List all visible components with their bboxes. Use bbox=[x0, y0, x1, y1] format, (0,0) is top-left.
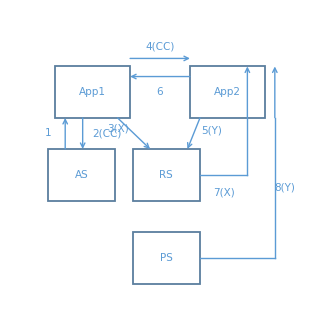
Bar bbox=[55, 66, 130, 118]
Text: 5(Y): 5(Y) bbox=[201, 126, 222, 136]
Bar bbox=[133, 232, 200, 284]
Bar bbox=[48, 149, 115, 201]
Text: 4(CC): 4(CC) bbox=[145, 42, 175, 52]
Bar bbox=[190, 66, 265, 118]
Text: 2(CC): 2(CC) bbox=[93, 128, 122, 138]
Bar bbox=[133, 149, 200, 201]
Text: App1: App1 bbox=[79, 87, 106, 97]
Text: 1: 1 bbox=[44, 128, 51, 138]
Text: PS: PS bbox=[160, 253, 173, 263]
Text: App2: App2 bbox=[214, 87, 241, 97]
Text: 6: 6 bbox=[157, 87, 163, 97]
Text: 7(X): 7(X) bbox=[213, 188, 234, 198]
Text: AS: AS bbox=[75, 170, 88, 180]
Text: 8(Y): 8(Y) bbox=[274, 183, 295, 193]
Text: 3(X): 3(X) bbox=[107, 123, 129, 133]
Text: RS: RS bbox=[159, 170, 173, 180]
